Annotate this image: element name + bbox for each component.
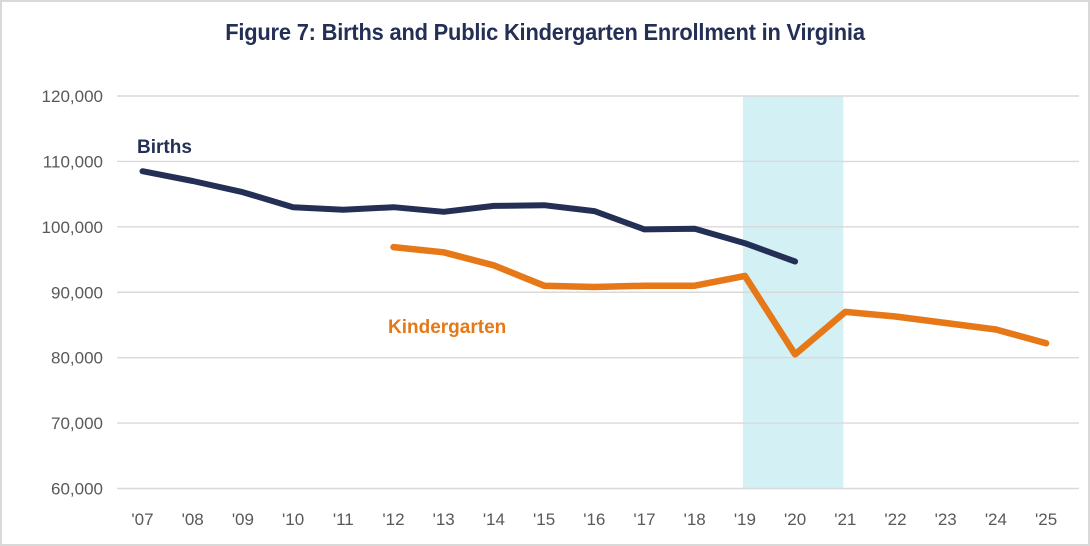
x-axis-tick-label: '09 — [232, 510, 254, 529]
x-axis-tick-label: '13 — [433, 510, 455, 529]
y-axis-tick-label: 70,000 — [51, 414, 103, 433]
series-labels-layer: Births Kindergarten — [137, 137, 506, 338]
x-axis-tick-label: '22 — [884, 510, 906, 529]
y-axis-tick-label: 120,000 — [42, 87, 103, 106]
x-axis-tick-label: '21 — [834, 510, 856, 529]
x-axis-tick-label: '15 — [533, 510, 555, 529]
x-axis-tick-label: '19 — [734, 510, 756, 529]
births-line — [139, 168, 799, 265]
x-axis-tick-label: '16 — [583, 510, 605, 529]
y-axis-tick-label: 80,000 — [51, 349, 103, 368]
kindergarten-series-label: Kindergarten — [388, 317, 506, 338]
births-series-label: Births — [137, 137, 192, 158]
x-axis-tick-label: '20 — [784, 510, 806, 529]
y-axis-tick-label: 90,000 — [51, 283, 103, 302]
x-axis-tick-label: '10 — [282, 510, 304, 529]
chart-generated-layer: 120,000 110,000 100,000 90,000 80,000 70,000 6… — [42, 87, 1079, 529]
x-axis-tick-label: '11 — [333, 510, 354, 529]
y-axis-tick-label: 100,000 — [42, 218, 103, 237]
x-axis-tick-label: '07 — [131, 510, 153, 529]
x-axis-tick-label: '18 — [684, 510, 706, 529]
x-axis-tick-label: '24 — [985, 510, 1007, 529]
x-axis-tick-label: '14 — [483, 510, 505, 529]
kindergarten-line — [390, 243, 1050, 358]
x-axis-tick-label: '25 — [1035, 510, 1057, 529]
x-axis-tick-label: '12 — [382, 510, 404, 529]
x-axis-tick-label: '17 — [633, 510, 655, 529]
y-axis-tick-label: 60,000 — [51, 480, 103, 499]
chart-title: Figure 7: Births and Public Kindergarten… — [225, 19, 865, 45]
x-axis-tick-label: '08 — [182, 510, 204, 529]
x-axis-tick-label: '23 — [935, 510, 957, 529]
y-axis-tick-label: 110,000 — [43, 152, 103, 171]
